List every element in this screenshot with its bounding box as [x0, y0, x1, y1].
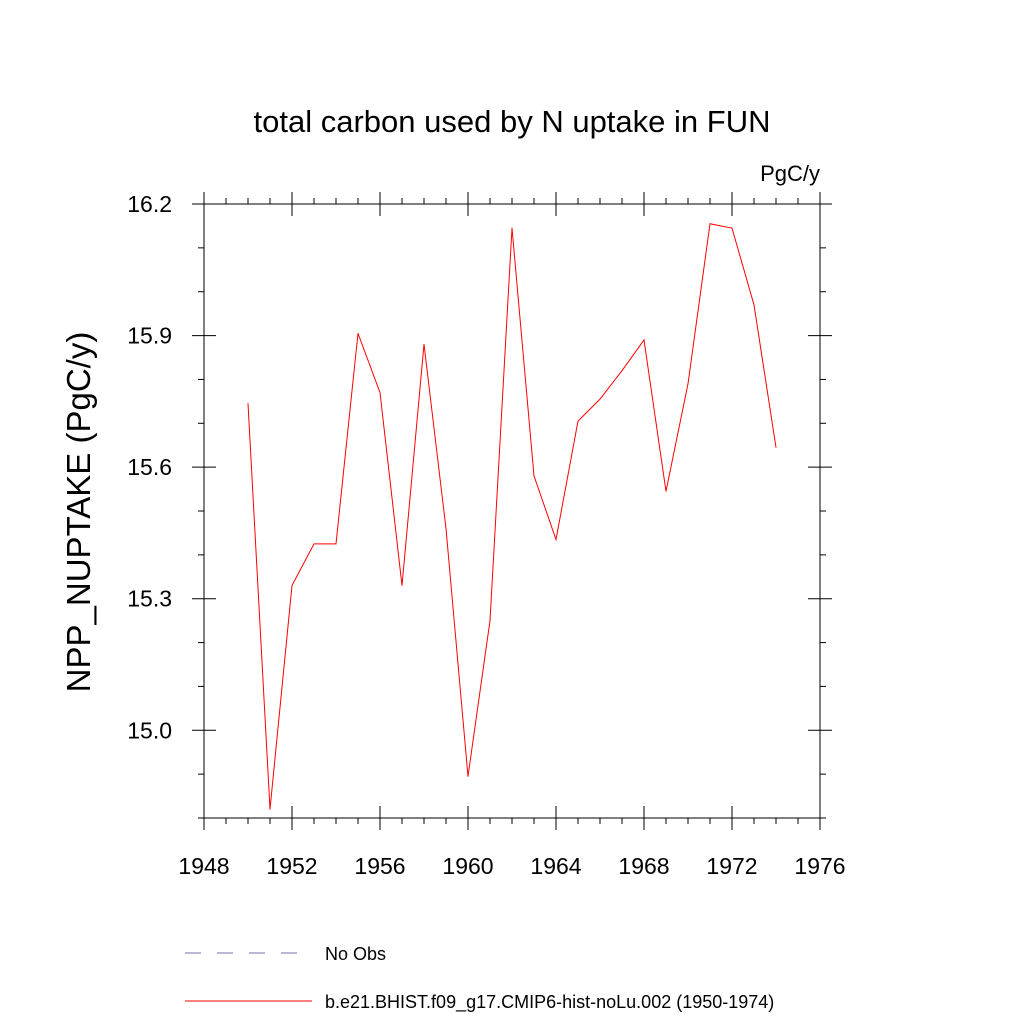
data-point [313, 543, 315, 545]
data-point [401, 585, 403, 587]
y-tick-label: 15.0 [127, 717, 172, 743]
data-point [489, 620, 491, 622]
data-point [335, 543, 337, 545]
chart-title: total carbon used by N uptake in FUN [254, 104, 771, 139]
data-point [775, 446, 777, 448]
units-label: PgC/y [760, 161, 820, 186]
y-tick-label: 16.2 [127, 191, 172, 217]
data-point [753, 304, 755, 306]
x-tick-label: 1956 [354, 853, 405, 879]
axis-tick-labels: 1948 1952 1956 1960 1964 1968 1972 1976 15.0 15.3… [127, 191, 845, 879]
data-point [423, 343, 425, 345]
data-point [665, 490, 667, 492]
series-layer [247, 223, 777, 810]
data-point [577, 420, 579, 422]
legend-label-0: No Obs [325, 944, 386, 964]
series-line-1 [247, 223, 777, 810]
x-tick-label: 1968 [618, 853, 669, 879]
data-point [467, 775, 469, 777]
x-tick-label: 1960 [442, 853, 493, 879]
data-point [357, 332, 359, 334]
x-tick-label: 1948 [178, 853, 229, 879]
data-point [511, 227, 513, 229]
data-point [599, 398, 601, 400]
x-tick-label: 1964 [530, 853, 581, 879]
x-tick-label: 1972 [706, 853, 757, 879]
data-point [445, 528, 447, 530]
data-point [709, 223, 711, 225]
data-point [291, 585, 293, 587]
data-point [643, 339, 645, 341]
data-point [247, 403, 249, 405]
data-point [379, 392, 381, 394]
x-tick-label: 1976 [794, 853, 845, 879]
data-point [687, 383, 689, 385]
data-point [555, 539, 557, 541]
data-point [621, 370, 623, 372]
x-tick-label: 1952 [266, 853, 317, 879]
legend-label-1: b.e21.BHIST.f09_g17.CMIP6-hist-noLu.002 … [325, 992, 774, 1013]
y-tick-label: 15.9 [127, 323, 172, 349]
y-axis-label: NPP_NUPTAKE (PgC/y) [60, 332, 97, 693]
data-point [533, 475, 535, 477]
y-tick-label: 15.6 [127, 454, 172, 480]
data-point [269, 808, 271, 810]
data-point [731, 227, 733, 229]
axis-ticks [192, 192, 832, 830]
plot-frame [203, 203, 821, 819]
legend: No Obs b.e21.BHIST.f09_g17.CMIP6-hist-noL… [185, 944, 774, 1013]
y-tick-label: 15.3 [127, 586, 172, 612]
